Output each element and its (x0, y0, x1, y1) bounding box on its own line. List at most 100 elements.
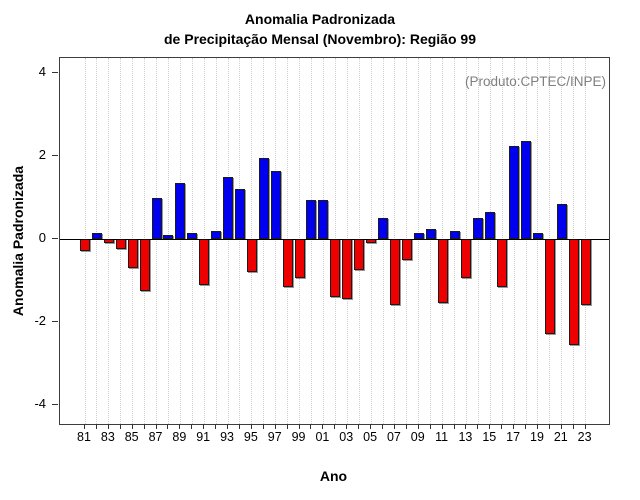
y-axis-title: Anomalia Padronizada (10, 165, 26, 317)
x-tick (334, 424, 336, 429)
x-tick (95, 424, 97, 429)
x-tick-label: 95 (243, 430, 258, 444)
bar-1997 (270, 170, 281, 239)
source-annotation: (Produto:CPTEC/INPE) (464, 74, 606, 89)
zero-line (60, 239, 609, 240)
x-tick (477, 424, 479, 429)
x-tick-label: 01 (315, 430, 330, 444)
x-tick-label: 91 (196, 430, 211, 444)
bar-2020 (544, 239, 555, 335)
year-gridline (489, 58, 491, 424)
x-tick (393, 424, 395, 429)
bar-1990 (187, 232, 198, 239)
bar-1984 (115, 239, 126, 250)
bar-1995 (246, 239, 257, 273)
bar-2017 (509, 145, 520, 239)
x-tick (107, 424, 109, 429)
x-tick (298, 424, 300, 429)
bar-2014 (473, 218, 484, 239)
x-tick-label: 11 (435, 430, 449, 444)
bar-2007 (389, 239, 400, 306)
x-tick (405, 424, 407, 429)
bar-2023 (580, 239, 591, 306)
y-tick-label: 0 (38, 230, 46, 245)
bar-2010 (425, 228, 436, 239)
x-tick (143, 424, 145, 429)
x-tick-label: 03 (339, 430, 354, 444)
x-tick (215, 424, 217, 429)
year-gridline (477, 58, 479, 424)
x-tick (167, 424, 169, 429)
y-tick-label: 4 (38, 64, 46, 79)
year-gridline (227, 58, 229, 424)
year-gridline (96, 58, 98, 424)
year-gridline (454, 58, 456, 424)
bar-1998 (282, 239, 293, 287)
y-tick (52, 321, 58, 322)
year-gridline (275, 58, 277, 424)
x-tick (382, 424, 383, 429)
bar-2004 (354, 239, 365, 271)
x-tick (560, 424, 562, 429)
bar-2022 (568, 239, 579, 345)
year-gridline (561, 58, 563, 424)
x-tick-label: 13 (458, 430, 473, 444)
year-gridline (156, 58, 158, 424)
x-tick-label: 83 (100, 430, 115, 444)
bar-1981 (80, 239, 90, 252)
x-tick (572, 424, 574, 429)
x-tick (274, 424, 276, 429)
x-tick (119, 424, 121, 429)
bar-2013 (461, 239, 472, 279)
bar-1999 (294, 239, 305, 279)
x-tick-label: 89 (172, 430, 187, 444)
bar-1992 (211, 230, 222, 239)
x-tick (346, 424, 348, 429)
year-gridline (191, 58, 193, 424)
bar-2006 (378, 218, 388, 239)
x-tick-label: 21 (553, 430, 568, 444)
chart-title: Anomalia Padronizada de Precipitação Men… (0, 9, 640, 49)
x-tick (179, 424, 181, 429)
year-gridline (430, 58, 432, 424)
bar-2001 (318, 199, 329, 239)
x-tick (203, 424, 205, 429)
x-tick (489, 424, 491, 429)
x-tick-label: 17 (506, 430, 521, 444)
bar-2015 (485, 212, 496, 239)
bar-2016 (497, 239, 508, 287)
x-tick (584, 424, 586, 429)
x-tick-label: 97 (267, 430, 282, 444)
y-tick (52, 155, 58, 156)
x-tick-label: 09 (410, 430, 425, 444)
x-tick (238, 424, 240, 429)
x-tick (429, 424, 431, 429)
x-tick (227, 424, 229, 429)
x-tick-label: 87 (148, 430, 163, 444)
y-tick (52, 404, 58, 405)
bar-2021 (556, 203, 567, 239)
bar-1991 (199, 239, 210, 285)
bar-1986 (139, 239, 150, 291)
bar-2000 (306, 199, 317, 239)
x-tick-label: 23 (577, 430, 592, 444)
chart-title-line1: Anomalia Padronizada (244, 11, 396, 27)
bar-2009 (413, 232, 424, 239)
year-gridline (418, 58, 420, 424)
x-tick (358, 424, 360, 429)
bar-1996 (258, 158, 269, 239)
year-gridline (239, 58, 241, 424)
x-tick (250, 424, 252, 429)
x-tick-label: 93 (220, 430, 234, 444)
x-tick (191, 424, 193, 429)
y-tick-label: -4 (34, 396, 46, 411)
x-tick (441, 424, 443, 429)
bar-2012 (449, 230, 460, 239)
x-tick (262, 424, 264, 429)
bar-2003 (342, 239, 353, 300)
bar-1982 (91, 232, 102, 239)
year-gridline (179, 58, 181, 424)
bar-1988 (163, 234, 174, 239)
year-gridline (263, 58, 265, 424)
